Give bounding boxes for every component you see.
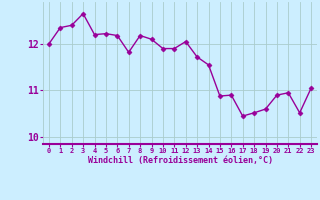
X-axis label: Windchill (Refroidissement éolien,°C): Windchill (Refroidissement éolien,°C) bbox=[87, 156, 273, 165]
